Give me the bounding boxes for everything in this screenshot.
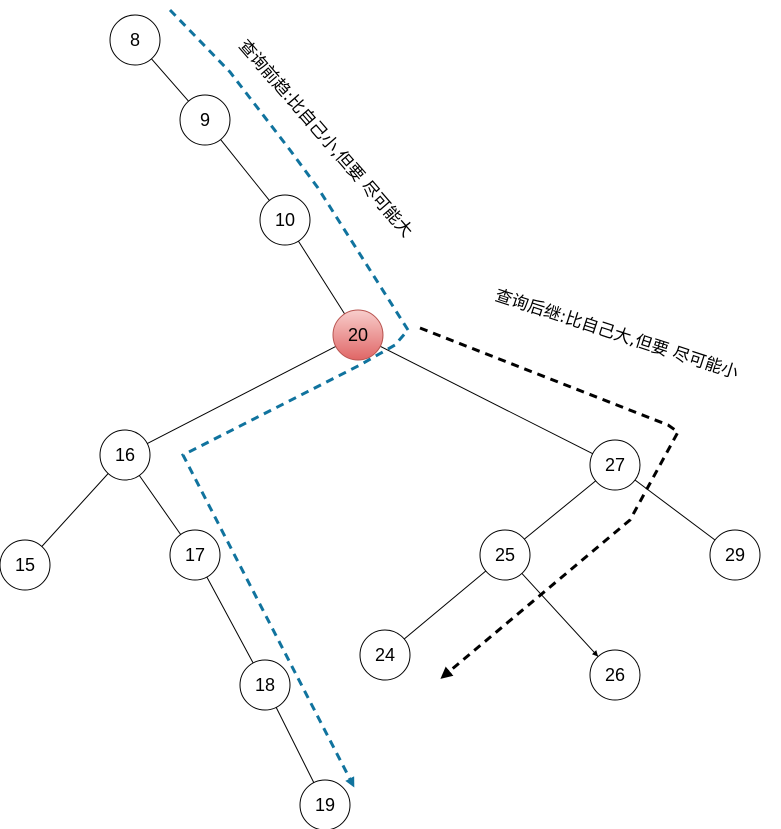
node-circle — [359, 629, 411, 681]
node-circle — [99, 429, 151, 481]
edge-25-26 — [521, 573, 599, 657]
tree-node-8: 8 — [109, 14, 161, 66]
tree-node-29: 29 — [709, 529, 761, 581]
node-label: 18 — [255, 675, 275, 695]
edge-20-16 — [146, 346, 337, 444]
node-label: 17 — [185, 545, 205, 565]
node-label: 29 — [725, 545, 745, 565]
node-label: 25 — [495, 545, 515, 565]
node-circle — [479, 529, 531, 581]
node-label: 16 — [115, 445, 135, 465]
edge-10-20 — [297, 240, 346, 315]
node-circle — [259, 194, 311, 246]
node-label: 24 — [375, 645, 395, 665]
node-label: 20 — [348, 325, 368, 345]
tree-node-20: 20 — [332, 309, 384, 361]
tree-node-19: 19 — [299, 779, 351, 829]
successor-annotation: 查询后继:比自己大,但要 尽可能小 — [492, 286, 740, 384]
edge-25-24 — [403, 570, 487, 640]
tree-node-25: 25 — [479, 529, 531, 581]
edge-27-29 — [634, 479, 716, 541]
tree-node-27: 27 — [589, 439, 641, 491]
tree-nodes: 8 9 10 20 16 15 17 18 19 27 25 29 24 26 — [0, 14, 761, 829]
tree-node-10: 10 — [259, 194, 311, 246]
predecessor-path — [168, 8, 410, 788]
node-label: 19 — [315, 795, 335, 815]
tree-node-18: 18 — [239, 659, 291, 711]
node-circle — [709, 529, 761, 581]
tree-node-16: 16 — [99, 429, 151, 481]
tree-node-15: 15 — [0, 539, 51, 591]
edge-8-9 — [151, 58, 189, 102]
tree-node-24: 24 — [359, 629, 411, 681]
node-circle — [299, 779, 351, 829]
node-circle — [332, 309, 384, 361]
node-label: 10 — [275, 210, 295, 230]
tree-node-9: 9 — [179, 94, 231, 146]
edge-17-18 — [206, 576, 254, 664]
successor-path — [419, 326, 680, 679]
node-label: 27 — [605, 455, 625, 475]
node-circle — [0, 539, 51, 591]
node-circle — [589, 649, 641, 701]
node-circle — [179, 94, 231, 146]
edge-16-17 — [138, 475, 182, 535]
node-label: 9 — [200, 110, 210, 130]
node-circle — [589, 439, 641, 491]
node-circle — [109, 14, 161, 66]
node-label: 15 — [15, 555, 35, 575]
node-circle — [169, 529, 221, 581]
edge-20-27 — [380, 345, 593, 455]
node-label: 26 — [605, 665, 625, 685]
edge-9-10 — [220, 139, 270, 201]
node-label: 8 — [130, 30, 140, 50]
edge-18-19 — [275, 707, 315, 783]
tree-node-26: 26 — [589, 649, 641, 701]
edge-16-15 — [41, 473, 109, 547]
node-circle — [239, 659, 291, 711]
tree-node-17: 17 — [169, 529, 221, 581]
edge-27-25 — [524, 480, 596, 540]
tree-edges — [41, 58, 716, 783]
